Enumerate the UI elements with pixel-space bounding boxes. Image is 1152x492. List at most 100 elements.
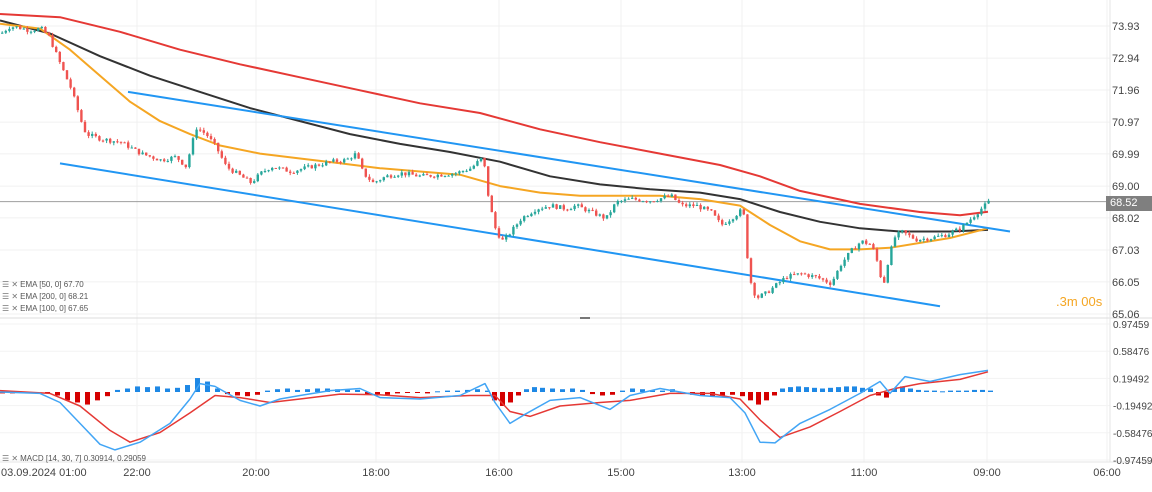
candle[interactable]: [717, 215, 720, 221]
candle[interactable]: [825, 279, 828, 283]
candle[interactable]: [281, 167, 285, 169]
candle[interactable]: [969, 219, 972, 223]
candle[interactable]: [987, 200, 990, 204]
candle[interactable]: [530, 213, 533, 217]
candle[interactable]: [508, 234, 511, 236]
candle[interactable]: [343, 159, 346, 163]
candle[interactable]: [681, 202, 684, 205]
candle[interactable]: [955, 228, 958, 231]
candle[interactable]: [267, 170, 270, 172]
candle[interactable]: [789, 274, 792, 279]
candle[interactable]: [94, 133, 97, 137]
candle[interactable]: [98, 136, 101, 141]
candle[interactable]: [314, 164, 317, 169]
candle[interactable]: [62, 62, 65, 71]
candle[interactable]: [584, 207, 587, 212]
candle[interactable]: [361, 158, 364, 169]
candle[interactable]: [443, 175, 447, 177]
candle[interactable]: [674, 194, 677, 200]
candle[interactable]: [933, 236, 936, 240]
candle[interactable]: [685, 204, 688, 207]
candle[interactable]: [541, 208, 544, 210]
candle[interactable]: [836, 270, 839, 279]
candle[interactable]: [357, 153, 360, 159]
candle[interactable]: [271, 167, 274, 171]
candle[interactable]: [857, 243, 861, 250]
candle[interactable]: [901, 230, 904, 232]
candle[interactable]: [148, 155, 151, 157]
candle[interactable]: [400, 172, 403, 176]
candle[interactable]: [245, 177, 249, 179]
candle[interactable]: [591, 209, 594, 211]
candle[interactable]: [260, 171, 263, 175]
candle[interactable]: [127, 142, 130, 148]
candle[interactable]: [152, 156, 155, 159]
settings-icon[interactable]: ☰ ✕: [2, 304, 19, 313]
candle[interactable]: [47, 32, 51, 36]
candle[interactable]: [980, 208, 983, 215]
candle[interactable]: [501, 237, 504, 240]
candle[interactable]: [796, 273, 799, 275]
candle[interactable]: [958, 228, 961, 231]
candle[interactable]: [782, 278, 785, 283]
candle[interactable]: [854, 248, 857, 250]
candle[interactable]: [847, 252, 850, 260]
candle[interactable]: [587, 209, 591, 212]
candle[interactable]: [447, 175, 450, 177]
candle[interactable]: [613, 204, 616, 213]
ema200-legend[interactable]: ☰ ✕ EMA [200, 0] 68.21: [2, 291, 88, 302]
candle[interactable]: [346, 158, 349, 160]
candle[interactable]: [670, 194, 673, 197]
candle[interactable]: [872, 244, 875, 250]
candle[interactable]: [224, 157, 227, 164]
candle[interactable]: [566, 209, 569, 211]
candle[interactable]: [289, 171, 292, 173]
candle[interactable]: [497, 228, 501, 238]
candle[interactable]: [217, 142, 220, 152]
candle[interactable]: [40, 26, 43, 29]
candle[interactable]: [238, 170, 241, 175]
candle[interactable]: [134, 147, 137, 149]
candle[interactable]: [973, 217, 976, 220]
candle[interactable]: [11, 27, 15, 29]
candle[interactable]: [303, 166, 306, 170]
candle[interactable]: [706, 206, 709, 210]
candle[interactable]: [512, 226, 515, 235]
candle[interactable]: [44, 26, 47, 33]
candle[interactable]: [886, 264, 889, 283]
candle[interactable]: [325, 161, 328, 166]
candle[interactable]: [177, 156, 180, 160]
candle[interactable]: [926, 238, 929, 241]
candle[interactable]: [202, 130, 205, 133]
candle[interactable]: [422, 174, 425, 176]
candle[interactable]: [911, 235, 915, 239]
candle[interactable]: [199, 129, 202, 131]
candle[interactable]: [494, 212, 497, 229]
candle[interactable]: [145, 152, 148, 156]
candle[interactable]: [263, 170, 267, 172]
candle[interactable]: [465, 170, 468, 172]
ema100-legend[interactable]: ☰ ✕ EMA [100, 0] 67.65: [2, 303, 88, 314]
candle[interactable]: [562, 205, 565, 210]
candle[interactable]: [418, 175, 421, 177]
candle[interactable]: [890, 246, 893, 265]
candle[interactable]: [663, 195, 666, 199]
candle[interactable]: [141, 152, 144, 155]
candle[interactable]: [703, 206, 706, 210]
candle[interactable]: [415, 174, 418, 177]
candle[interactable]: [627, 198, 630, 200]
candle[interactable]: [793, 274, 796, 276]
candle[interactable]: [227, 163, 231, 169]
candle[interactable]: [109, 138, 112, 143]
candle[interactable]: [22, 28, 25, 30]
candle[interactable]: [65, 70, 69, 80]
candle[interactable]: [170, 156, 173, 161]
candle[interactable]: [91, 133, 94, 136]
candle[interactable]: [778, 282, 781, 284]
settings-icon[interactable]: ☰ ✕: [2, 292, 19, 301]
candle[interactable]: [623, 199, 627, 201]
settings-icon[interactable]: ☰ ✕: [2, 280, 19, 289]
candle[interactable]: [919, 239, 922, 242]
candle[interactable]: [922, 238, 925, 240]
candle[interactable]: [163, 159, 166, 162]
